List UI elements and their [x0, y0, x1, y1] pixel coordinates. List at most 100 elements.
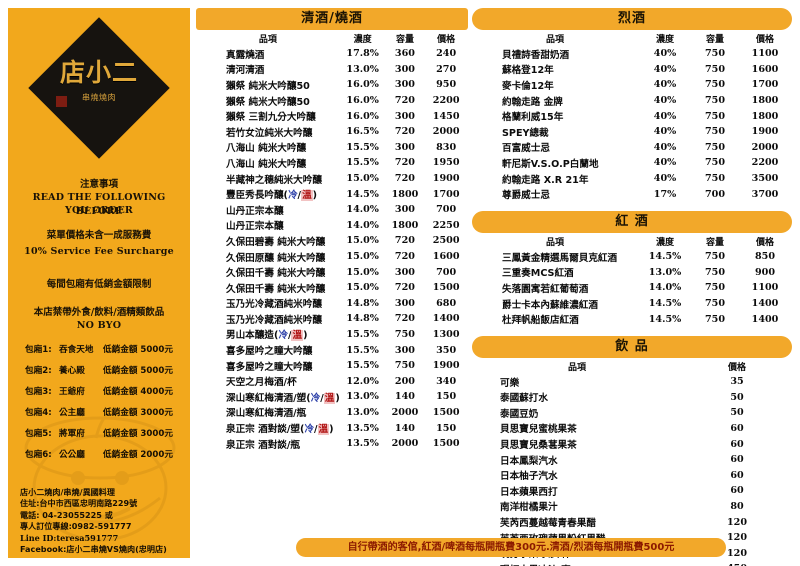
- room-name: 將軍府: [59, 429, 85, 439]
- diamond-logo-icon: [28, 17, 170, 159]
- menu-item-volume: 720: [394, 157, 415, 169]
- menu-row: 貝禮詩香甜奶酒 40% 750 1100: [472, 46, 792, 62]
- menu-item-price: 1100: [751, 282, 779, 294]
- room-name: 吞食天地: [59, 345, 94, 355]
- menu-item-abv: 15.5%: [346, 360, 379, 372]
- menu-item-abv: 13.0%: [346, 63, 379, 75]
- private-room-row: 包廂1: 吞食天地 低銷金額 5000元: [8, 340, 190, 361]
- menu-row: 三重奏MCS紅酒 13.0% 750 900: [472, 265, 792, 281]
- menu-item-name: 泉正宗 酒對談/塑(冷/溫): [196, 420, 340, 436]
- menu-item-abv: 15.0%: [346, 266, 379, 278]
- menu-item-abv: 13.0%: [346, 406, 379, 418]
- menu-item-price: 270: [436, 63, 457, 75]
- menu-row: 獺祭 純米大吟釀50 16.0% 720 2200: [196, 93, 468, 109]
- section-banner-red-wine: 紅 酒: [472, 210, 792, 233]
- menu-item-price: 1900: [432, 173, 460, 185]
- menu-item-name: 久保田碧壽 純米大吟釀: [226, 236, 326, 248]
- serve-cold-tag: 冷: [304, 424, 314, 436]
- menu-item-price: 60: [730, 469, 744, 481]
- menu-row: 清河清酒 13.0% 300 270: [196, 62, 468, 78]
- menu-row: 麥卡倫12年 40% 750 1700: [472, 77, 792, 93]
- contact-line-5: Line ID:teresa591777: [20, 532, 119, 543]
- menu-item-name: 芙芮西蔓越莓青春果醋: [500, 518, 596, 530]
- notice-heading-cjk: 注意事項: [79, 179, 118, 190]
- menu-item-price: 830: [436, 141, 457, 153]
- menu-item-price: 950: [436, 79, 457, 91]
- menu-item-name: 獺祭 純米大吟釀50: [226, 80, 310, 92]
- menu-row: 久保田碧壽 純米大吟釀 15.0% 720 2500: [196, 233, 468, 249]
- menu-row: 失落園寓若紅葡萄酒 14.0% 750 1100: [472, 280, 792, 296]
- menu-item-volume: 750: [394, 360, 415, 372]
- menu-item-name: 玉乃光冷藏酒純米吟釀: [226, 299, 322, 311]
- menu-row: 喜多屋吟之瞳大吟釀 15.5% 300 350: [196, 342, 468, 358]
- menu-item-abv: 15.5%: [346, 157, 379, 169]
- menu-item-price: 1100: [751, 48, 779, 60]
- menu-item-price: 1950: [432, 157, 460, 169]
- menu-item-price: 1500: [432, 438, 460, 450]
- corkage-notice-banner: 自行帶酒的客倌,紅酒/啤酒每瓶開瓶費300元.清酒/烈酒每瓶開瓶費500元: [296, 538, 726, 557]
- contact-line-2: 住址:台中市西區忠明南路229號: [20, 498, 138, 509]
- menu-item-price: 120: [726, 547, 748, 559]
- menu-item-price: 120: [726, 516, 748, 528]
- menu-item-name: 獺祭 三割九分大吟釀: [226, 112, 316, 124]
- menu-item-abv: 14.8%: [346, 297, 379, 309]
- menu-row: 尊爵威士忌 17% 700 3700: [472, 186, 792, 202]
- menu-item-abv: 14.5%: [648, 298, 682, 310]
- menu-item-name: 天空之月梅酒/杯: [226, 377, 297, 389]
- menu-item-price: 1700: [432, 188, 460, 200]
- item-name-prefix: 深山寒紅梅清酒/塑(: [226, 392, 311, 404]
- menu-item-volume: 750: [394, 328, 415, 340]
- menu-row: 泰國豆奶 50: [472, 405, 792, 421]
- menu-item-price: 1500: [432, 282, 460, 294]
- menu-item-name: 深山寒紅梅清酒/瓶: [226, 408, 307, 420]
- serve-warm-tag: 溫: [291, 330, 304, 342]
- menu-row: 泉正宗 酒對談/塑(冷/溫) 13.5% 140 150: [196, 420, 468, 436]
- menu-item-name: 軒尼斯V.S.O.P白蘭地: [502, 158, 599, 170]
- menu-row: 山丹正宗本釀 14.0% 300 700: [196, 202, 468, 218]
- menu-item-price: 60: [730, 438, 744, 450]
- menu-item-abv: 40%: [653, 157, 677, 169]
- menu-row: 可樂 35: [472, 374, 792, 390]
- menu-item-price: 1400: [432, 313, 460, 325]
- menu-item-price: 2000: [751, 141, 779, 153]
- menu-item-price: 2000: [432, 126, 460, 138]
- menu-item-name: 若竹女泣純米大吟釀: [226, 127, 313, 139]
- menu-item-abv: 40%: [653, 95, 677, 107]
- menu-item-name: 半藏神之穗純米大吟釀: [226, 174, 322, 186]
- item-name-suffix: ): [312, 190, 318, 202]
- notice-heading-en-2: YOU ORDER: [65, 205, 133, 216]
- menu-item-abv: 14.5%: [648, 251, 682, 263]
- table-header-row: 品項 價格: [472, 360, 792, 374]
- item-name-suffix: ): [303, 330, 308, 342]
- menu-item-volume: 750: [704, 79, 726, 91]
- menu-item-name: 深山寒紅梅清酒/塑(冷/溫): [196, 389, 340, 405]
- menu-item-abv: 17%: [653, 188, 677, 200]
- menu-item-name: 久保田千壽 純米大吟釀: [226, 283, 326, 295]
- menu-row: 深山寒紅梅清酒/瓶 13.0% 2000 1500: [196, 405, 468, 421]
- col-header-item: 品項: [567, 362, 586, 373]
- menu-item-volume: 720: [394, 95, 415, 107]
- menu-item-name: 杜拜帆船飯店紅酒: [502, 315, 579, 327]
- room-min-charge: 低銷金額 4000元: [103, 387, 173, 397]
- menu-item-price: 2200: [432, 95, 460, 107]
- menu-item-abv: 40%: [653, 48, 677, 60]
- menu-item-abv: 15.0%: [346, 282, 379, 294]
- menu-item-price: 2200: [751, 157, 779, 169]
- menu-item-volume: 300: [394, 266, 415, 278]
- menu-row: 獺祭 純米大吟釀50 16.0% 300 950: [196, 77, 468, 93]
- menu-row: 格蘭利威15年 40% 750 1800: [472, 108, 792, 124]
- col-header-vol: 容量: [705, 35, 724, 45]
- menu-item-volume: 1800: [391, 188, 419, 200]
- item-name-prefix: 豐臣秀長吟釀(: [226, 190, 288, 202]
- menu-column-left: 清酒/燒酒 品項 濃度 容量 價格 真露燒酒 17.8% 360 240 清河清酒 13.0% 300…: [196, 8, 468, 451]
- menu-item-price: 120: [726, 532, 748, 544]
- menu-item-volume: 720: [394, 173, 415, 185]
- menu-item-name: 日本鳳梨汽水: [500, 455, 558, 467]
- menu-item-name: 八海山 純米大吟釀: [226, 158, 307, 170]
- private-room-row: 包廂2: 養心殿 低銷金額 5000元: [8, 361, 190, 382]
- menu-item-name: 失落園寓若紅葡萄酒: [502, 283, 589, 295]
- menu-item-volume: 140: [394, 391, 415, 403]
- room-label: 包廂2:: [25, 366, 52, 376]
- menu-item-price: 850: [754, 251, 776, 263]
- menu-item-price: 1450: [432, 110, 460, 122]
